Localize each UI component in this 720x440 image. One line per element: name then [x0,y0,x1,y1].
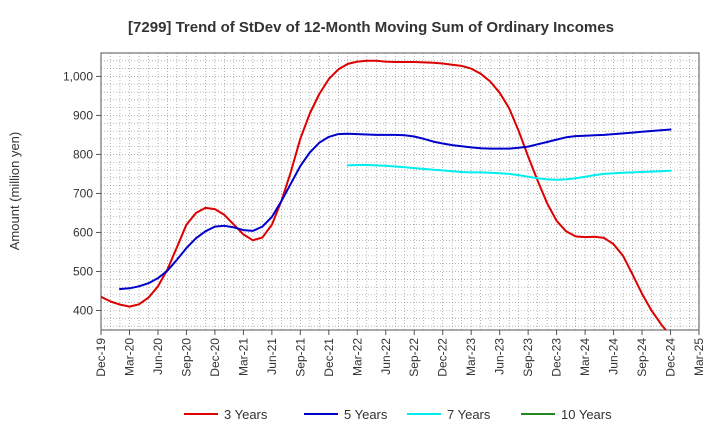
grid [101,53,699,330]
x-tick-label: Dec-19 [94,338,108,377]
x-tick-label: Mar-23 [464,338,478,376]
x-tick-label: Dec-23 [550,338,564,377]
legend-label: 3 Years [224,407,268,422]
x-tick-label: Mar-20 [122,338,136,376]
y-tick-label: 1,000 [63,69,93,83]
y-tick-label: 700 [73,186,93,200]
x-tick-label: Jun-21 [265,338,279,375]
legend: 3 Years 5 Years 7 Years 10 Years [184,407,612,422]
series-line-3-years [101,59,668,330]
x-tick-label: Dec-21 [322,338,336,377]
x-tick-label: Jun-23 [493,338,507,375]
x-tick-label: Mar-22 [350,338,364,376]
series-lines [101,59,672,330]
y-tick-label: 400 [73,303,93,317]
legend-label: 10 Years [561,407,612,422]
x-tick-label: Jun-22 [379,338,393,375]
x-tick-label: Dec-24 [664,338,678,377]
x-tick-label: Mar-24 [578,338,592,376]
y-tick-label: 500 [73,264,93,278]
x-tick-label: Sep-23 [521,338,535,377]
series-line-7-years [346,164,672,181]
x-tick-label: Mar-21 [236,338,250,376]
x-tick-label: Jun-20 [151,338,165,375]
y-axis-label: Amount (million yen) [7,132,22,251]
y-axis: 400 500 600 700 800 900 1,000 [63,69,101,317]
x-tick-label: Sep-20 [179,338,193,377]
x-tick-label: Jun-24 [607,338,621,375]
y-tick-label: 600 [73,225,93,239]
x-axis: Dec-19 Mar-20 Jun-20 Sep-20 Dec-20 Mar-21 Jun-… [94,330,706,377]
legend-label: 7 Years [447,407,491,422]
chart-title: [7299] Trend of StDev of 12-Month Moving… [128,19,614,36]
x-tick-label: Dec-20 [208,338,222,377]
legend-label: 5 Years [344,407,388,422]
series-line-5-years [119,128,672,290]
plot-frame [100,52,700,331]
plot-area [101,53,699,330]
y-tick-label: 800 [73,147,93,161]
x-tick-label: Sep-22 [407,338,421,377]
x-tick-label: Sep-21 [293,338,307,377]
x-tick-label: Mar-25 [692,338,706,376]
x-tick-label: Sep-24 [635,338,649,377]
y-tick-label: 900 [73,108,93,122]
x-tick-label: Dec-22 [436,338,450,377]
